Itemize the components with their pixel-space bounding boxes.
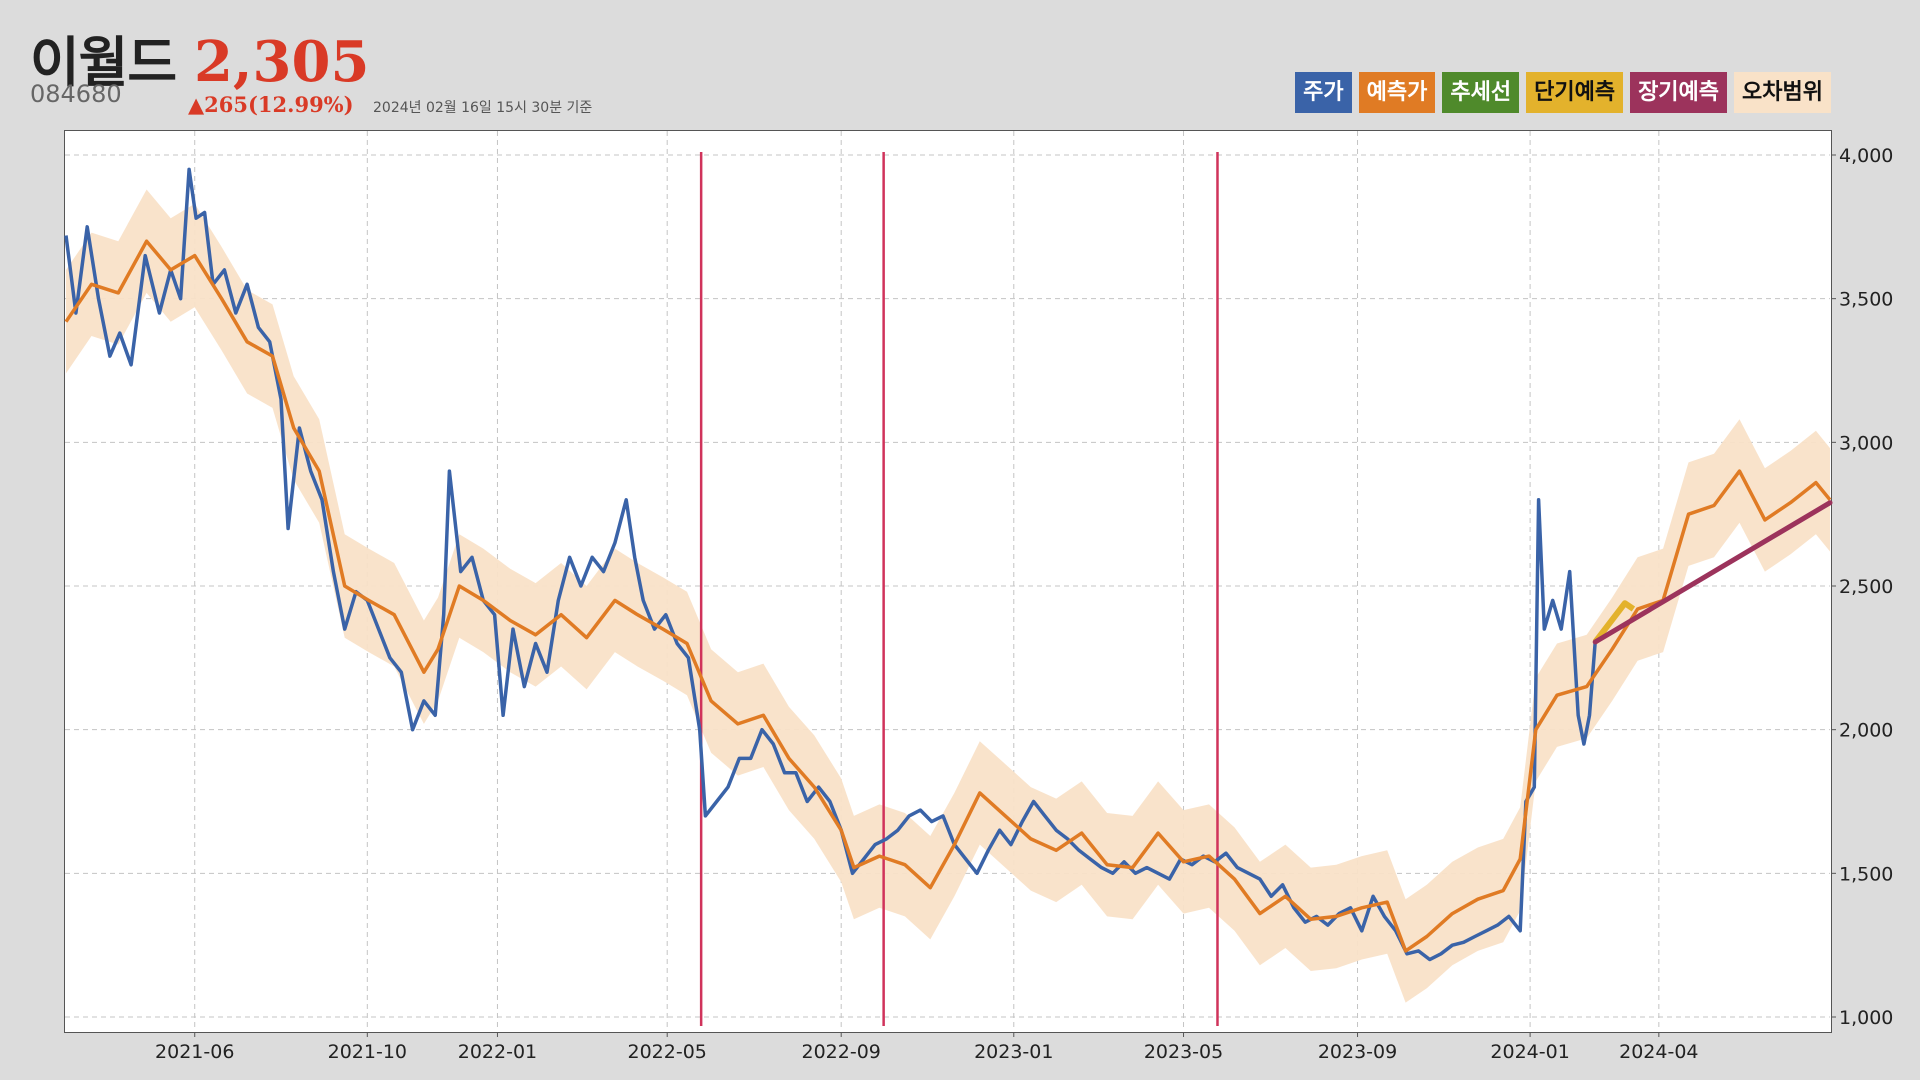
legend-item-prediction[interactable]: 예측가: [1358, 72, 1436, 113]
x-tick-label: 2024-01: [1490, 1041, 1569, 1063]
prediction-series-line: [64, 239, 1832, 953]
error-band-area: [66, 189, 1830, 1003]
title-row: 이월드 2,305: [30, 18, 369, 97]
legend-item-short-term[interactable]: 단기예측: [1526, 72, 1624, 113]
x-tick-label: 2022-09: [802, 1041, 881, 1063]
y-tick-label: 2,500: [1839, 576, 1893, 598]
legend-item-error-range[interactable]: 오차범위: [1734, 72, 1831, 113]
y-tick-label: 3,000: [1839, 432, 1893, 454]
legend-item-long-term[interactable]: 장기예측: [1630, 72, 1728, 113]
y-tick-label: 3,500: [1839, 289, 1893, 311]
as-of-timestamp: 2024년 02월 16일 15시 30분 기준: [373, 100, 593, 116]
x-tick-label: 2022-05: [628, 1041, 707, 1063]
y-tick-label: 4,000: [1839, 145, 1893, 167]
short-term-forecast-line: [1592, 600, 1636, 644]
price-change: ▲265(12.99%): [188, 92, 354, 117]
x-tick-label: 2024-04: [1619, 1041, 1698, 1063]
legend-item-trendline[interactable]: 추세선: [1442, 72, 1520, 113]
stock-name: 이월드: [30, 31, 177, 94]
y-tick-label: 1,000: [1839, 1007, 1893, 1029]
header: 이월드 2,305: [30, 18, 369, 97]
y-tick-label: 2,000: [1839, 720, 1893, 742]
y-tick-label: 1,500: [1839, 863, 1893, 885]
x-tick-label: 2021-06: [155, 1041, 234, 1063]
long-term-forecast-line: [1592, 500, 1833, 645]
legend: 주가 예측가 추세선 단기예측 장기예측 오차범위: [1295, 72, 1831, 113]
x-tick-label: 2022-01: [458, 1041, 537, 1063]
stock-price: 2,305: [194, 29, 370, 95]
x-tick-label: 2021-10: [328, 1041, 407, 1063]
x-tick-label: 2023-01: [974, 1041, 1053, 1063]
price-series-line: [64, 167, 1597, 962]
legend-item-price[interactable]: 주가: [1295, 72, 1352, 113]
stock-code: 084680: [30, 80, 122, 108]
x-tick-label: 2023-05: [1144, 1041, 1223, 1063]
x-tick-label: 2023-09: [1318, 1041, 1397, 1063]
